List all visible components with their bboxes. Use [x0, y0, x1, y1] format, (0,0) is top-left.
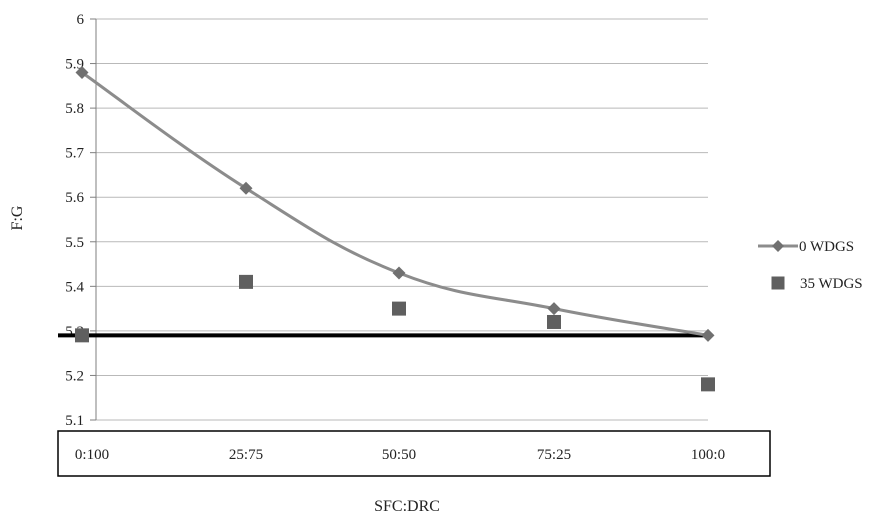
data-point-square	[75, 328, 89, 343]
series-layer	[75, 65, 715, 392]
x-tick-label: 75:25	[537, 447, 571, 463]
x-tick-label: 50:50	[382, 447, 416, 463]
x-tick-labels: 0:100 25:75 50:50 75:25 100:0	[75, 447, 725, 463]
legend-label: 0 WDGS	[799, 239, 854, 255]
data-point-diamond	[75, 65, 89, 79]
series-35-wdgs	[75, 274, 715, 392]
x-category-box	[57, 430, 771, 477]
data-point-diamond	[547, 302, 561, 316]
data-point-square	[701, 377, 715, 392]
data-point-diamond	[392, 266, 406, 280]
y-tick-label: 5.4	[65, 279, 84, 295]
y-axis-label: F:G	[9, 205, 26, 230]
data-point-square	[392, 301, 406, 316]
legend-label: 35 WDGS	[800, 276, 863, 292]
data-point-diamond	[701, 328, 715, 342]
y-tick-label: 5.2	[65, 368, 84, 384]
y-tick-label: 6	[77, 12, 85, 28]
data-point-diamond	[239, 181, 253, 195]
x-tick-label: 25:75	[229, 447, 263, 463]
legend: 0 WDGS 35 WDGS	[758, 239, 863, 292]
data-point-square	[239, 274, 253, 289]
y-tick-label: 5.6	[65, 190, 84, 206]
y-tick-label: 5.9	[65, 57, 84, 73]
data-point-square	[547, 314, 561, 329]
y-tick-label: 5.7	[65, 146, 84, 162]
legend-item: 35 WDGS	[771, 276, 863, 292]
x-tick-label: 100:0	[691, 447, 725, 463]
y-tick-label: 5.8	[65, 101, 84, 117]
series-line	[81, 71, 709, 337]
data-point-square	[771, 276, 785, 290]
x-tick-label: 0:100	[75, 447, 109, 463]
y-tick-labels: 5.15.25.35.45.55.65.75.85.96	[65, 12, 84, 429]
x-axis-label: SFC:DRC	[374, 498, 440, 515]
gridlines	[90, 18, 708, 421]
y-tick-label: 5.1	[65, 413, 84, 429]
legend-item: 0 WDGS	[758, 239, 854, 255]
data-point-diamond	[772, 240, 784, 252]
series-0-wdgs	[75, 65, 715, 342]
y-tick-label: 5.5	[65, 235, 84, 251]
